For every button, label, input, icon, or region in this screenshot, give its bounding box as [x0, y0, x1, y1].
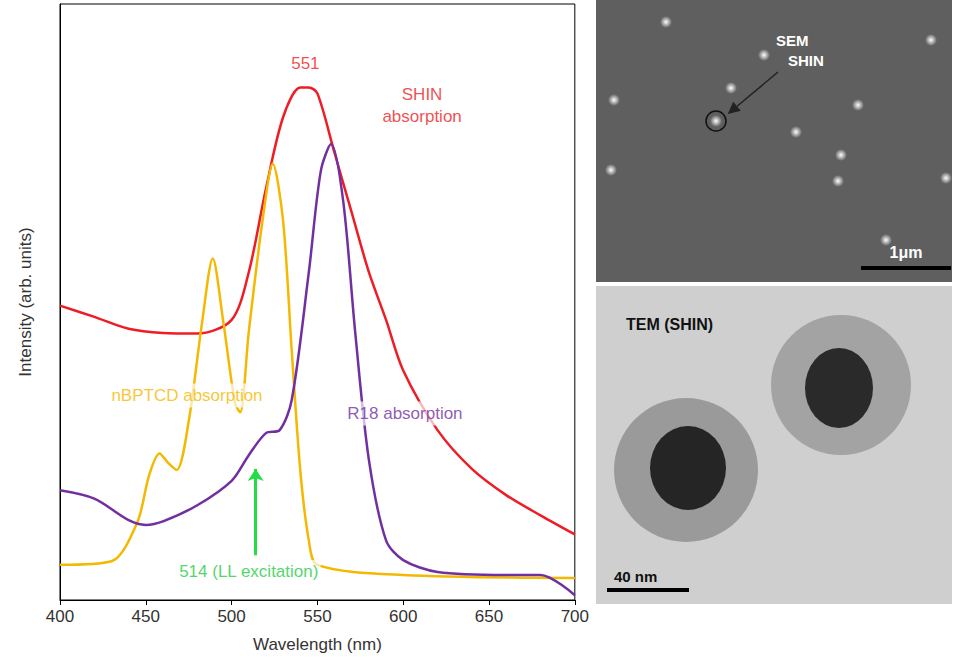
svg-text:514 (LL excitation): 514 (LL excitation) — [179, 562, 318, 581]
svg-text:600: 600 — [389, 607, 417, 626]
svg-text:Wavelength (nm): Wavelength (nm) — [253, 635, 382, 654]
svg-text:700: 700 — [561, 607, 589, 626]
svg-text:absorption: absorption — [382, 107, 461, 126]
svg-text:550: 550 — [303, 607, 331, 626]
svg-text:40 nm: 40 nm — [614, 568, 657, 585]
svg-text:TEM (SHIN): TEM (SHIN) — [626, 316, 713, 333]
svg-text:Intensity (arb. units): Intensity (arb. units) — [16, 227, 35, 376]
svg-text:500: 500 — [217, 607, 245, 626]
svg-text:SEM: SEM — [776, 32, 809, 49]
svg-text:1μm: 1μm — [890, 244, 923, 261]
svg-text:nBPTCD absorption: nBPTCD absorption — [111, 386, 262, 405]
svg-text:SHIN: SHIN — [402, 85, 443, 104]
svg-text:551: 551 — [291, 54, 319, 73]
svg-text:450: 450 — [132, 607, 160, 626]
svg-text:400: 400 — [46, 607, 74, 626]
svg-text:R18 absorption: R18 absorption — [347, 404, 462, 423]
svg-text:650: 650 — [475, 607, 503, 626]
svg-text:SHIN: SHIN — [788, 52, 824, 69]
